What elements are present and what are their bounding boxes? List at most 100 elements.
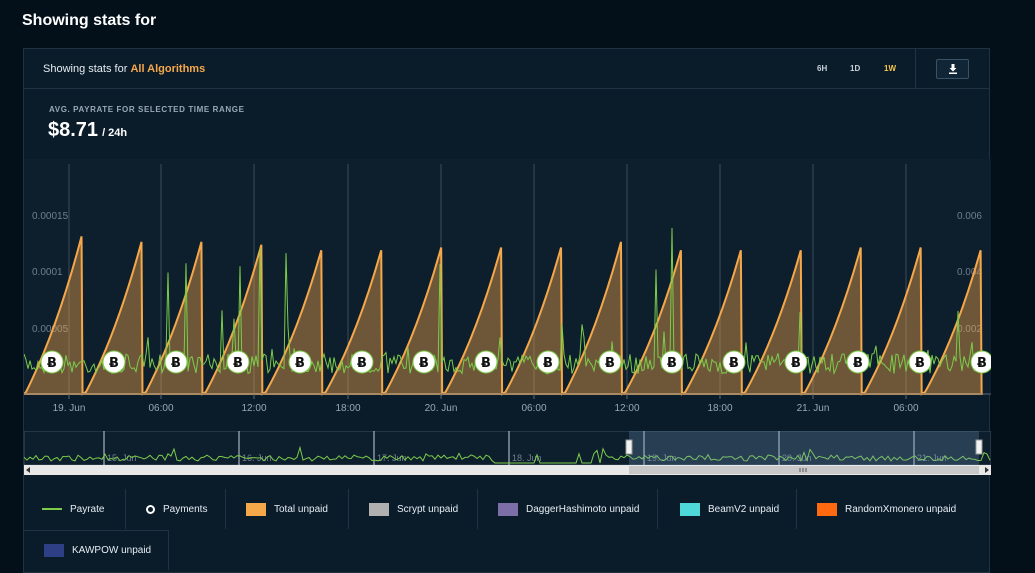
scrollbar-track[interactable]	[24, 465, 991, 475]
x-tick-label: 06:00	[148, 403, 173, 414]
beam-swatch-icon	[680, 502, 700, 516]
range-1d-button[interactable]: 1D	[850, 64, 861, 73]
payments-ring-icon	[146, 504, 155, 514]
svg-text:Ƀ: Ƀ	[729, 356, 739, 371]
download-icon	[948, 64, 957, 74]
legend-label: DaggerHashimoto unpaid	[526, 503, 640, 515]
x-tick-label: 18:00	[335, 403, 360, 414]
payment-marker[interactable]: Ƀ	[660, 350, 684, 374]
payment-marker[interactable]: Ƀ	[474, 350, 498, 374]
payrate-line	[24, 227, 989, 376]
svg-text:Ƀ: Ƀ	[419, 356, 429, 371]
svg-text:Ƀ: Ƀ	[109, 356, 119, 371]
navigator-tick-label: 15. Jun	[107, 453, 137, 463]
svg-text:Ƀ: Ƀ	[667, 356, 677, 371]
y-right-tick-label: 0.006	[957, 211, 982, 222]
y-left-tick-label: 0.00015	[32, 211, 69, 222]
svg-text:Ƀ: Ƀ	[791, 356, 801, 371]
navigator-selection[interactable]	[629, 431, 979, 465]
legend-label: KAWPOW unpaid	[72, 545, 152, 556]
payment-marker[interactable]: Ƀ	[598, 350, 622, 374]
legend-total-unpaid[interactable]: Total unpaid	[226, 489, 349, 529]
scroll-right-icon[interactable]	[985, 467, 989, 473]
payment-marker[interactable]: Ƀ	[226, 350, 250, 374]
payment-marker[interactable]: Ƀ	[102, 350, 126, 374]
payrate-chart[interactable]: 0.00005 0.0001 0.00015 0.002 0.004 0.006 Ƀ Ƀ Ƀ Ƀ Ƀ…	[24, 159, 991, 429]
payment-marker[interactable]: Ƀ	[970, 350, 991, 374]
navigator-tick-label: 19. Jun	[647, 453, 677, 463]
y-right-tick-label: 0.004	[957, 267, 982, 278]
svg-text:Ƀ: Ƀ	[977, 356, 987, 371]
legend-label: Payments	[163, 503, 208, 515]
randomx-swatch-icon	[817, 502, 837, 516]
header-divider	[915, 49, 916, 88]
plot-area	[24, 159, 991, 394]
legend-label: BeamV2 unpaid	[708, 503, 780, 515]
legend-payrate[interactable]: Payrate	[24, 489, 126, 529]
legend-randomxmonero-unpaid[interactable]: RandomXmonero unpaid	[797, 489, 991, 529]
scroll-left-icon[interactable]	[26, 467, 30, 473]
legend-label: RandomXmonero unpaid	[845, 503, 957, 515]
panel-title-prefix: Showing stats for	[43, 63, 128, 75]
svg-text:Ƀ: Ƀ	[47, 356, 57, 371]
svg-text:Ƀ: Ƀ	[357, 356, 367, 371]
payment-marker[interactable]: Ƀ	[722, 350, 746, 374]
svg-text:Ƀ: Ƀ	[543, 356, 553, 371]
panel-title: Showing stats for All Algorithms	[43, 63, 205, 75]
x-tick-label: 12:00	[241, 403, 266, 414]
payment-marker[interactable]: Ƀ	[288, 350, 312, 374]
legend-label: Total unpaid	[274, 503, 328, 515]
payment-marker[interactable]: Ƀ	[164, 350, 188, 374]
svg-text:Ƀ: Ƀ	[853, 356, 863, 371]
payment-marker[interactable]: Ƀ	[908, 350, 932, 374]
x-tick-label: 20. Jun	[425, 403, 458, 414]
legend-scrypt-unpaid[interactable]: Scrypt unpaid	[349, 489, 478, 529]
svg-text:Ƀ: Ƀ	[295, 356, 305, 371]
legend-beamv2-unpaid[interactable]: BeamV2 unpaid	[658, 489, 797, 529]
navigator-tick-label: 21. Jun	[917, 453, 947, 463]
navigator-handle[interactable]	[975, 439, 983, 455]
total-unpaid-area	[24, 236, 983, 396]
scrypt-swatch-icon	[369, 502, 389, 516]
svg-text:Ƀ: Ƀ	[915, 356, 925, 371]
svg-text:Ƀ: Ƀ	[233, 356, 243, 371]
svg-text:Ƀ: Ƀ	[605, 356, 615, 371]
avg-payrate-unit: / 24h	[102, 127, 128, 139]
range-1w-button[interactable]: 1W	[884, 64, 896, 73]
y-left-tick-label: 0.00005	[32, 324, 69, 335]
legend-label: Scrypt unpaid	[397, 503, 459, 515]
navigator-tick-label: 17. Jun	[377, 453, 407, 463]
download-button[interactable]	[936, 59, 969, 79]
scrollbar-thumb[interactable]	[629, 466, 979, 474]
x-tick-label: 06:00	[521, 403, 546, 414]
panel-header: Showing stats for All Algorithms 6H 1D 1…	[24, 49, 989, 89]
payment-marker[interactable]: Ƀ	[846, 350, 870, 374]
x-tick-label: 06:00	[893, 403, 918, 414]
kawpow-swatch-icon	[44, 544, 64, 557]
x-tick-label: 18:00	[707, 403, 732, 414]
navigator-area	[24, 431, 991, 466]
x-tick-label: 19. Jun	[53, 403, 86, 414]
range-6h-button[interactable]: 6H	[817, 64, 828, 73]
payment-marker[interactable]: Ƀ	[784, 350, 808, 374]
payrate-line-icon	[42, 508, 62, 510]
payment-marker[interactable]: Ƀ	[350, 350, 374, 374]
legend-daggerhashimoto-unpaid[interactable]: DaggerHashimoto unpaid	[478, 489, 658, 529]
payment-marker[interactable]: Ƀ	[412, 350, 436, 374]
y-left-tick-label: 0.0001	[32, 267, 63, 278]
legend-payments[interactable]: Payments	[126, 489, 226, 529]
navigator-tick-label: 18. Jun	[512, 453, 542, 463]
page-title: Showing stats for	[22, 12, 157, 29]
payment-marker[interactable]: Ƀ	[40, 350, 64, 374]
legend-kawpow-unpaid[interactable]: KAWPOW unpaid	[24, 530, 169, 570]
avg-payrate-label: AVG. PAYRATE FOR SELECTED TIME RANGE	[49, 105, 245, 114]
y-right-tick-label: 0.002	[957, 324, 982, 335]
payment-marker[interactable]: Ƀ	[536, 350, 560, 374]
algorithm-selector[interactable]: All Algorithms	[130, 63, 206, 75]
avg-payrate-amount: $8.71	[48, 119, 99, 141]
svg-text:Ƀ: Ƀ	[171, 356, 181, 371]
stats-panel: Showing stats for All Algorithms 6H 1D 1…	[23, 48, 991, 573]
navigator-handle[interactable]	[625, 439, 633, 455]
x-tick-label: 12:00	[614, 403, 639, 414]
